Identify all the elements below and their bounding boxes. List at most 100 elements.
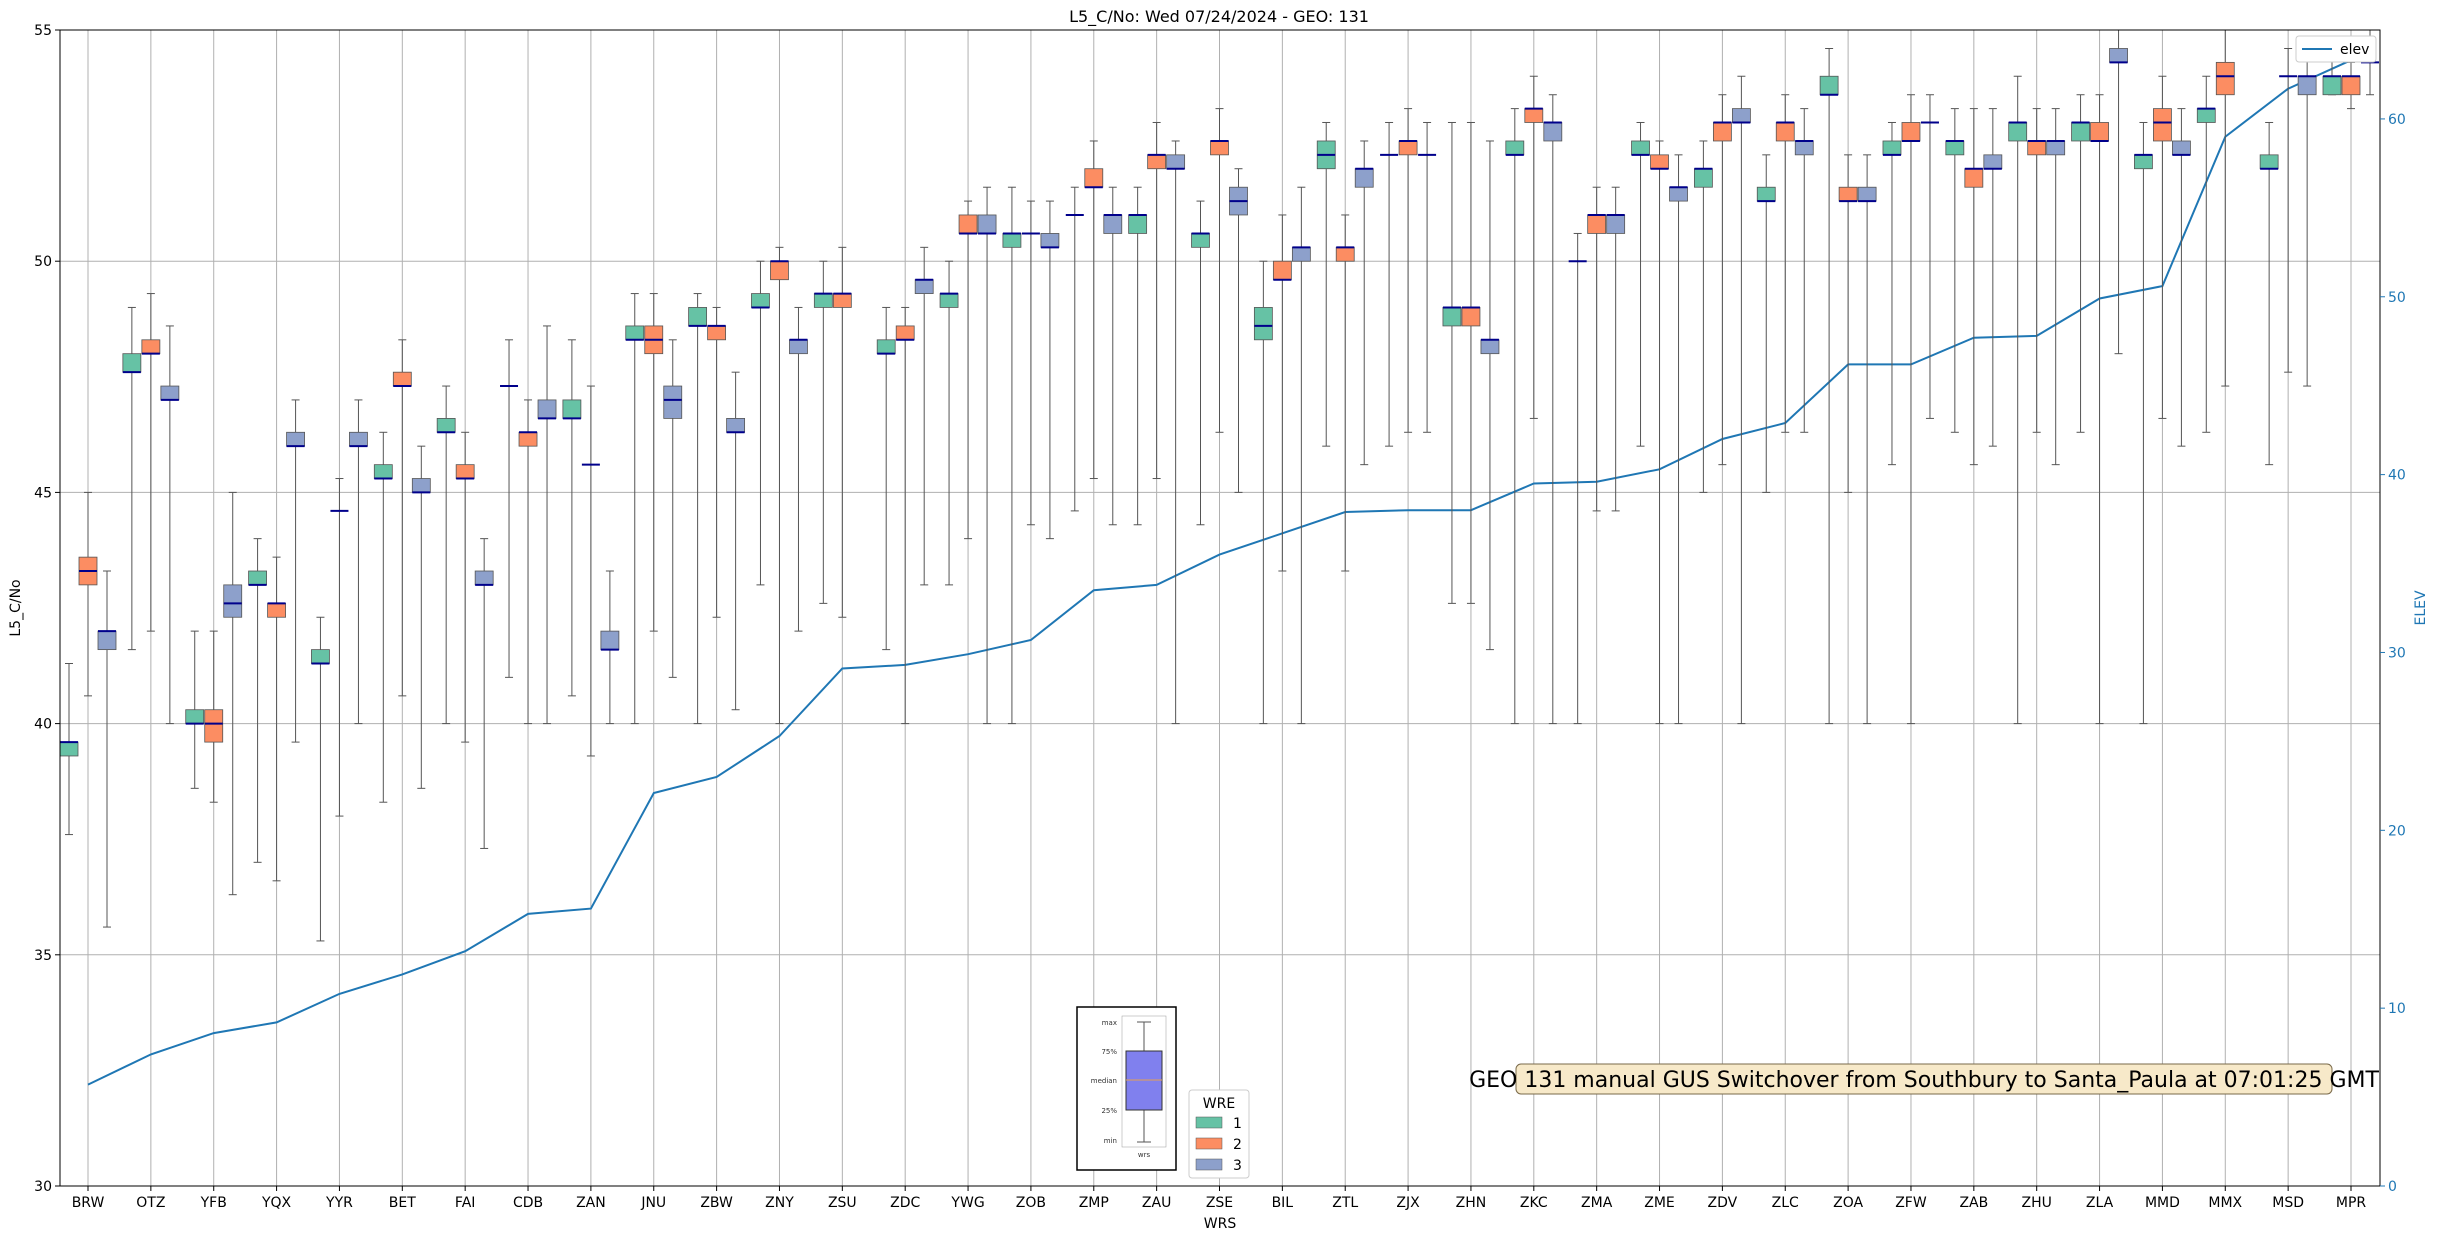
- box-body: [1210, 140, 1229, 156]
- box-body: [1964, 168, 1984, 188]
- box-zob-wre3: [1040, 200, 1060, 540]
- x-tick-label: ZME: [1644, 1195, 1675, 1211]
- x-tick-label: ZOA: [1833, 1195, 1863, 1211]
- box-yfb-wre2: [204, 630, 224, 803]
- box-zdv-wre3: [1731, 75, 1751, 725]
- x-tick-label: YFB: [200, 1195, 227, 1211]
- y2-tick-label: 50: [2388, 290, 2406, 306]
- box-body: [2090, 122, 2109, 142]
- box-body: [185, 709, 205, 725]
- y2-tick-label: 30: [2388, 645, 2406, 661]
- box-body: [1901, 122, 1921, 142]
- box-body: [248, 570, 267, 586]
- box-zoa-wre3: [1857, 154, 1877, 725]
- box-body: [1398, 140, 1418, 156]
- box-ywg-wre2: [958, 200, 978, 540]
- y2-tick-label: 10: [2388, 1001, 2406, 1017]
- box-body: [160, 385, 180, 401]
- box-body: [2027, 140, 2047, 156]
- switchover-annotation: GEO 131 manual GUS Switchover from South…: [1469, 1063, 2379, 1095]
- box-body: [1983, 154, 2003, 170]
- wre-legend-label-2: 2: [1233, 1137, 1242, 1153]
- box-jnu-wre1: [625, 293, 645, 725]
- box-zma-wre1: [1568, 232, 1587, 725]
- box-yqx-wre3: [286, 399, 305, 743]
- box-zjx-wre3: [1418, 121, 1437, 433]
- box-key-label-q3: 75%: [1101, 1048, 1117, 1056]
- box-yyr-wre2: [330, 478, 349, 817]
- box-ztl-wre2: [1335, 214, 1355, 572]
- box-bet-wre3: [411, 445, 431, 789]
- box-zbw-wre2: [707, 306, 727, 618]
- box-zlc-wre2: [1775, 94, 1795, 433]
- x-tick-label: JNU: [640, 1195, 666, 1211]
- box-body: [455, 464, 475, 479]
- box-mmx-wre2: [2215, 29, 2235, 387]
- x-tick-label: MMX: [2208, 1195, 2242, 1211]
- x-tick-label: YYR: [325, 1195, 353, 1211]
- box-zab-wre1: [1945, 108, 1965, 433]
- box-key-label-max: max: [1102, 1019, 1117, 1027]
- box-body: [1775, 122, 1795, 142]
- box-body: [707, 325, 727, 341]
- box-zoa-wre2: [1838, 154, 1858, 493]
- box-bil-wre1: [1253, 260, 1273, 725]
- box-zme-wre3: [1669, 154, 1688, 725]
- box-zmp-wre1: [1065, 186, 1084, 512]
- box-body: [537, 399, 557, 419]
- box-body: [1819, 75, 1839, 96]
- box-zhn-wre3: [1480, 140, 1500, 651]
- box-zoa-wre1: [1819, 47, 1839, 725]
- box-key-label-q1: 25%: [1101, 1107, 1117, 1115]
- box-jnu-wre2: [644, 293, 664, 632]
- box-brw-wre1: [59, 662, 79, 836]
- x-tick-label: ZBW: [700, 1195, 733, 1211]
- x-tick-label: FAI: [455, 1195, 475, 1211]
- box-zma-wre2: [1587, 186, 1607, 512]
- y2-tick-label: 40: [2388, 468, 2406, 484]
- box-body: [436, 418, 456, 433]
- box-fai-wre2: [455, 431, 475, 743]
- box-body: [1442, 307, 1462, 327]
- box-body: [1272, 260, 1292, 281]
- box-zsu-wre1: [813, 260, 833, 604]
- box-body: [2008, 122, 2028, 142]
- box-body: [2215, 61, 2235, 96]
- box-body: [1794, 140, 1814, 156]
- annotation-text: GEO 131 manual GUS Switchover from South…: [1469, 1068, 2379, 1093]
- box-zse-wre2: [1210, 108, 1229, 433]
- box-body: [59, 741, 79, 757]
- x-tick-label: ZTL: [1332, 1195, 1358, 1211]
- elev-legend: elev: [2295, 35, 2377, 63]
- box-body: [349, 431, 368, 447]
- box-yfb-wre3: [223, 491, 243, 896]
- box-bil-wre3: [1291, 186, 1311, 725]
- box-bet-wre2: [392, 339, 412, 697]
- box-body: [122, 353, 142, 373]
- box-ywg-wre1: [939, 260, 959, 586]
- box-body: [2341, 75, 2361, 96]
- box-body: [1669, 186, 1688, 202]
- box-body: [1543, 122, 1563, 142]
- box-body: [1335, 246, 1355, 262]
- y-tick-label: 50: [34, 254, 52, 270]
- box-body: [204, 709, 224, 743]
- box-jnu-wre3: [663, 339, 683, 678]
- box-zfw-wre1: [1882, 121, 1902, 466]
- box-body: [1505, 140, 1525, 156]
- box-zma-wre3: [1606, 186, 1626, 512]
- box-zlc-wre1: [1756, 154, 1776, 493]
- box-body: [2109, 48, 2128, 63]
- x-tick-label: ZOB: [1016, 1195, 1046, 1211]
- x-tick-label: ZMA: [1581, 1195, 1613, 1211]
- box-zse-wre1: [1191, 200, 1210, 526]
- wre-legend-swatch-1: [1195, 1116, 1223, 1129]
- box-zsu-wre2: [832, 246, 852, 618]
- box-mmd-wre2: [2153, 75, 2172, 419]
- box-body: [770, 260, 789, 281]
- box-body: [1712, 122, 1732, 142]
- box-zme-wre2: [1650, 140, 1669, 725]
- box-body: [625, 325, 645, 341]
- box-body: [1631, 140, 1650, 156]
